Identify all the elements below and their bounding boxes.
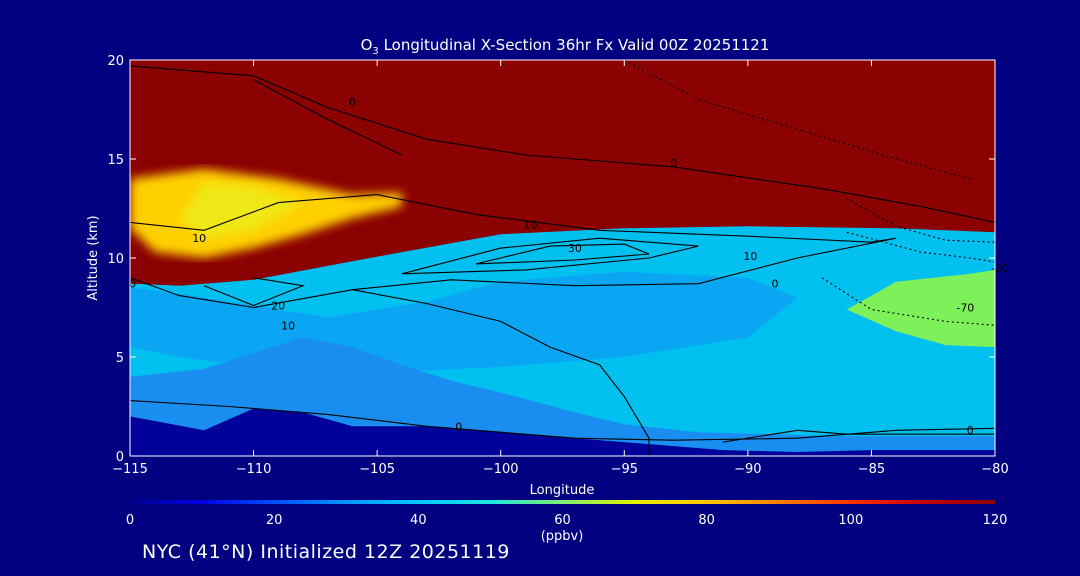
colorbar-tick-label: 80 — [698, 513, 715, 528]
field-boundary-layer — [130, 408, 995, 456]
contour-label: 0 — [455, 420, 462, 433]
contour-label: 10 — [743, 250, 757, 263]
contour-line — [203, 277, 306, 307]
contour-line — [821, 277, 995, 326]
colorbar-tick-label: 60 — [554, 513, 571, 528]
title-rest: Longitudinal X-Section 36hr Fx Valid 00Z… — [379, 36, 770, 54]
colorbar-tick-label: 40 — [410, 513, 427, 528]
contour-line — [723, 429, 995, 443]
y-axis-label: Altitude (km) — [86, 215, 101, 300]
contour-line — [475, 243, 650, 265]
contour-label: 10 — [281, 319, 295, 332]
x-axis-label: Longitude — [530, 483, 595, 498]
colorbar-tick-label: 0 — [126, 513, 134, 528]
contour-line — [624, 60, 971, 180]
y-tick-label: 20 — [107, 54, 124, 69]
chart-title: O3 Longitudinal X-Section 36hr Fx Valid … — [361, 36, 770, 57]
contour-line — [130, 65, 995, 223]
contour-labels: 0 0 10 0 20 10 10 30 10 0 0 0 -20 -70 — [129, 96, 1009, 438]
title-subscript: 3 — [372, 46, 378, 57]
y-tick-label: 15 — [107, 153, 124, 168]
x-tick-label: −105 — [359, 462, 395, 477]
contour-label: -20 — [991, 262, 1009, 275]
y-tick-label: 10 — [107, 252, 124, 267]
contour-label: 0 — [967, 424, 974, 437]
contour-label: 20 — [271, 299, 285, 312]
colorbar-tick-label: 20 — [266, 513, 283, 528]
x-tick-label: −115 — [112, 462, 148, 477]
contour-line — [130, 194, 897, 309]
colorbar-units: (ppbv) — [541, 529, 584, 544]
colorbar-tick-label: 100 — [838, 513, 863, 528]
x-tick-label: −80 — [981, 462, 1008, 477]
contour-label: -70 — [956, 301, 974, 314]
y-tick-label: 0 — [116, 450, 124, 465]
contour-line — [401, 237, 699, 275]
contour-label: 30 — [568, 242, 582, 255]
contour-line — [846, 231, 995, 263]
contour-label: 0 — [670, 157, 677, 170]
contour-label: 0 — [772, 278, 779, 291]
x-tick-label: −85 — [858, 462, 885, 477]
colorbar — [130, 500, 995, 504]
contour-label: 0 — [129, 278, 136, 291]
contour-label: 10 — [523, 218, 537, 231]
x-tick-label: −110 — [236, 462, 272, 477]
y-axis: 0 5 10 15 20 — [107, 54, 995, 465]
contour-line — [253, 79, 403, 156]
y-tick-label: 5 — [116, 351, 124, 366]
contour-line — [352, 289, 650, 456]
field-ozone-minimum-east — [846, 269, 995, 348]
contour-label: 0 — [349, 96, 356, 109]
title-prefix: O — [361, 36, 373, 54]
footer-caption: NYC (41°N) Initialized 12Z 20251119 — [142, 541, 510, 563]
x-tick-label: −100 — [483, 462, 519, 477]
concentration-fields — [130, 60, 995, 456]
contour-label: 10 — [192, 232, 206, 245]
colorbar-ticks: 0 20 40 60 80 100 120 — [126, 513, 1008, 528]
x-axis: −115 −110 −105 −100 −95 −90 −85 −80 — [112, 60, 1009, 477]
field-stratospheric-ozone — [130, 60, 995, 286]
x-tick-label: −95 — [611, 462, 638, 477]
contour-lines — [130, 60, 995, 456]
colorbar-tick-label: 120 — [983, 513, 1008, 528]
x-tick-label: −90 — [734, 462, 761, 477]
field-ozone-maximum-core — [179, 182, 303, 239]
